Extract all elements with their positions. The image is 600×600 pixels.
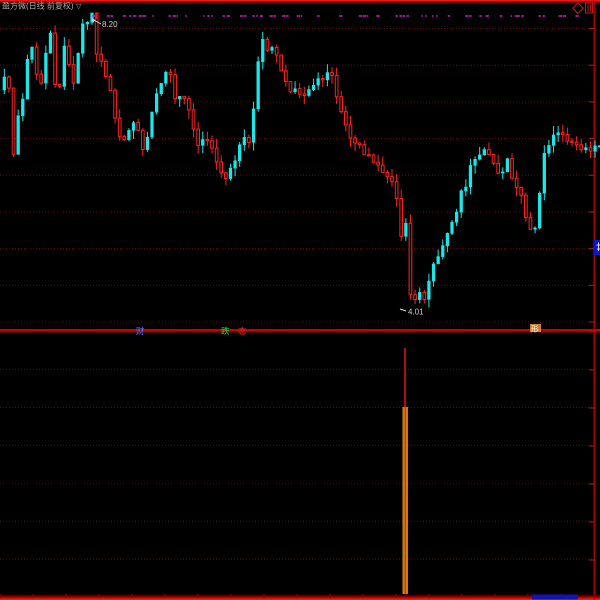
svg-text:态: 态	[238, 326, 247, 336]
svg-text:▽: ▽	[76, 4, 82, 11]
svg-text:形: 形	[531, 325, 539, 334]
svg-text:盈方微(日线 前复权): 盈方微(日线 前复权)	[2, 1, 74, 11]
svg-text:跌: 跌	[221, 326, 230, 336]
svg-text:财: 财	[136, 326, 145, 336]
svg-text:8.20: 8.20	[102, 20, 118, 29]
svg-text:4.01: 4.01	[408, 308, 424, 317]
